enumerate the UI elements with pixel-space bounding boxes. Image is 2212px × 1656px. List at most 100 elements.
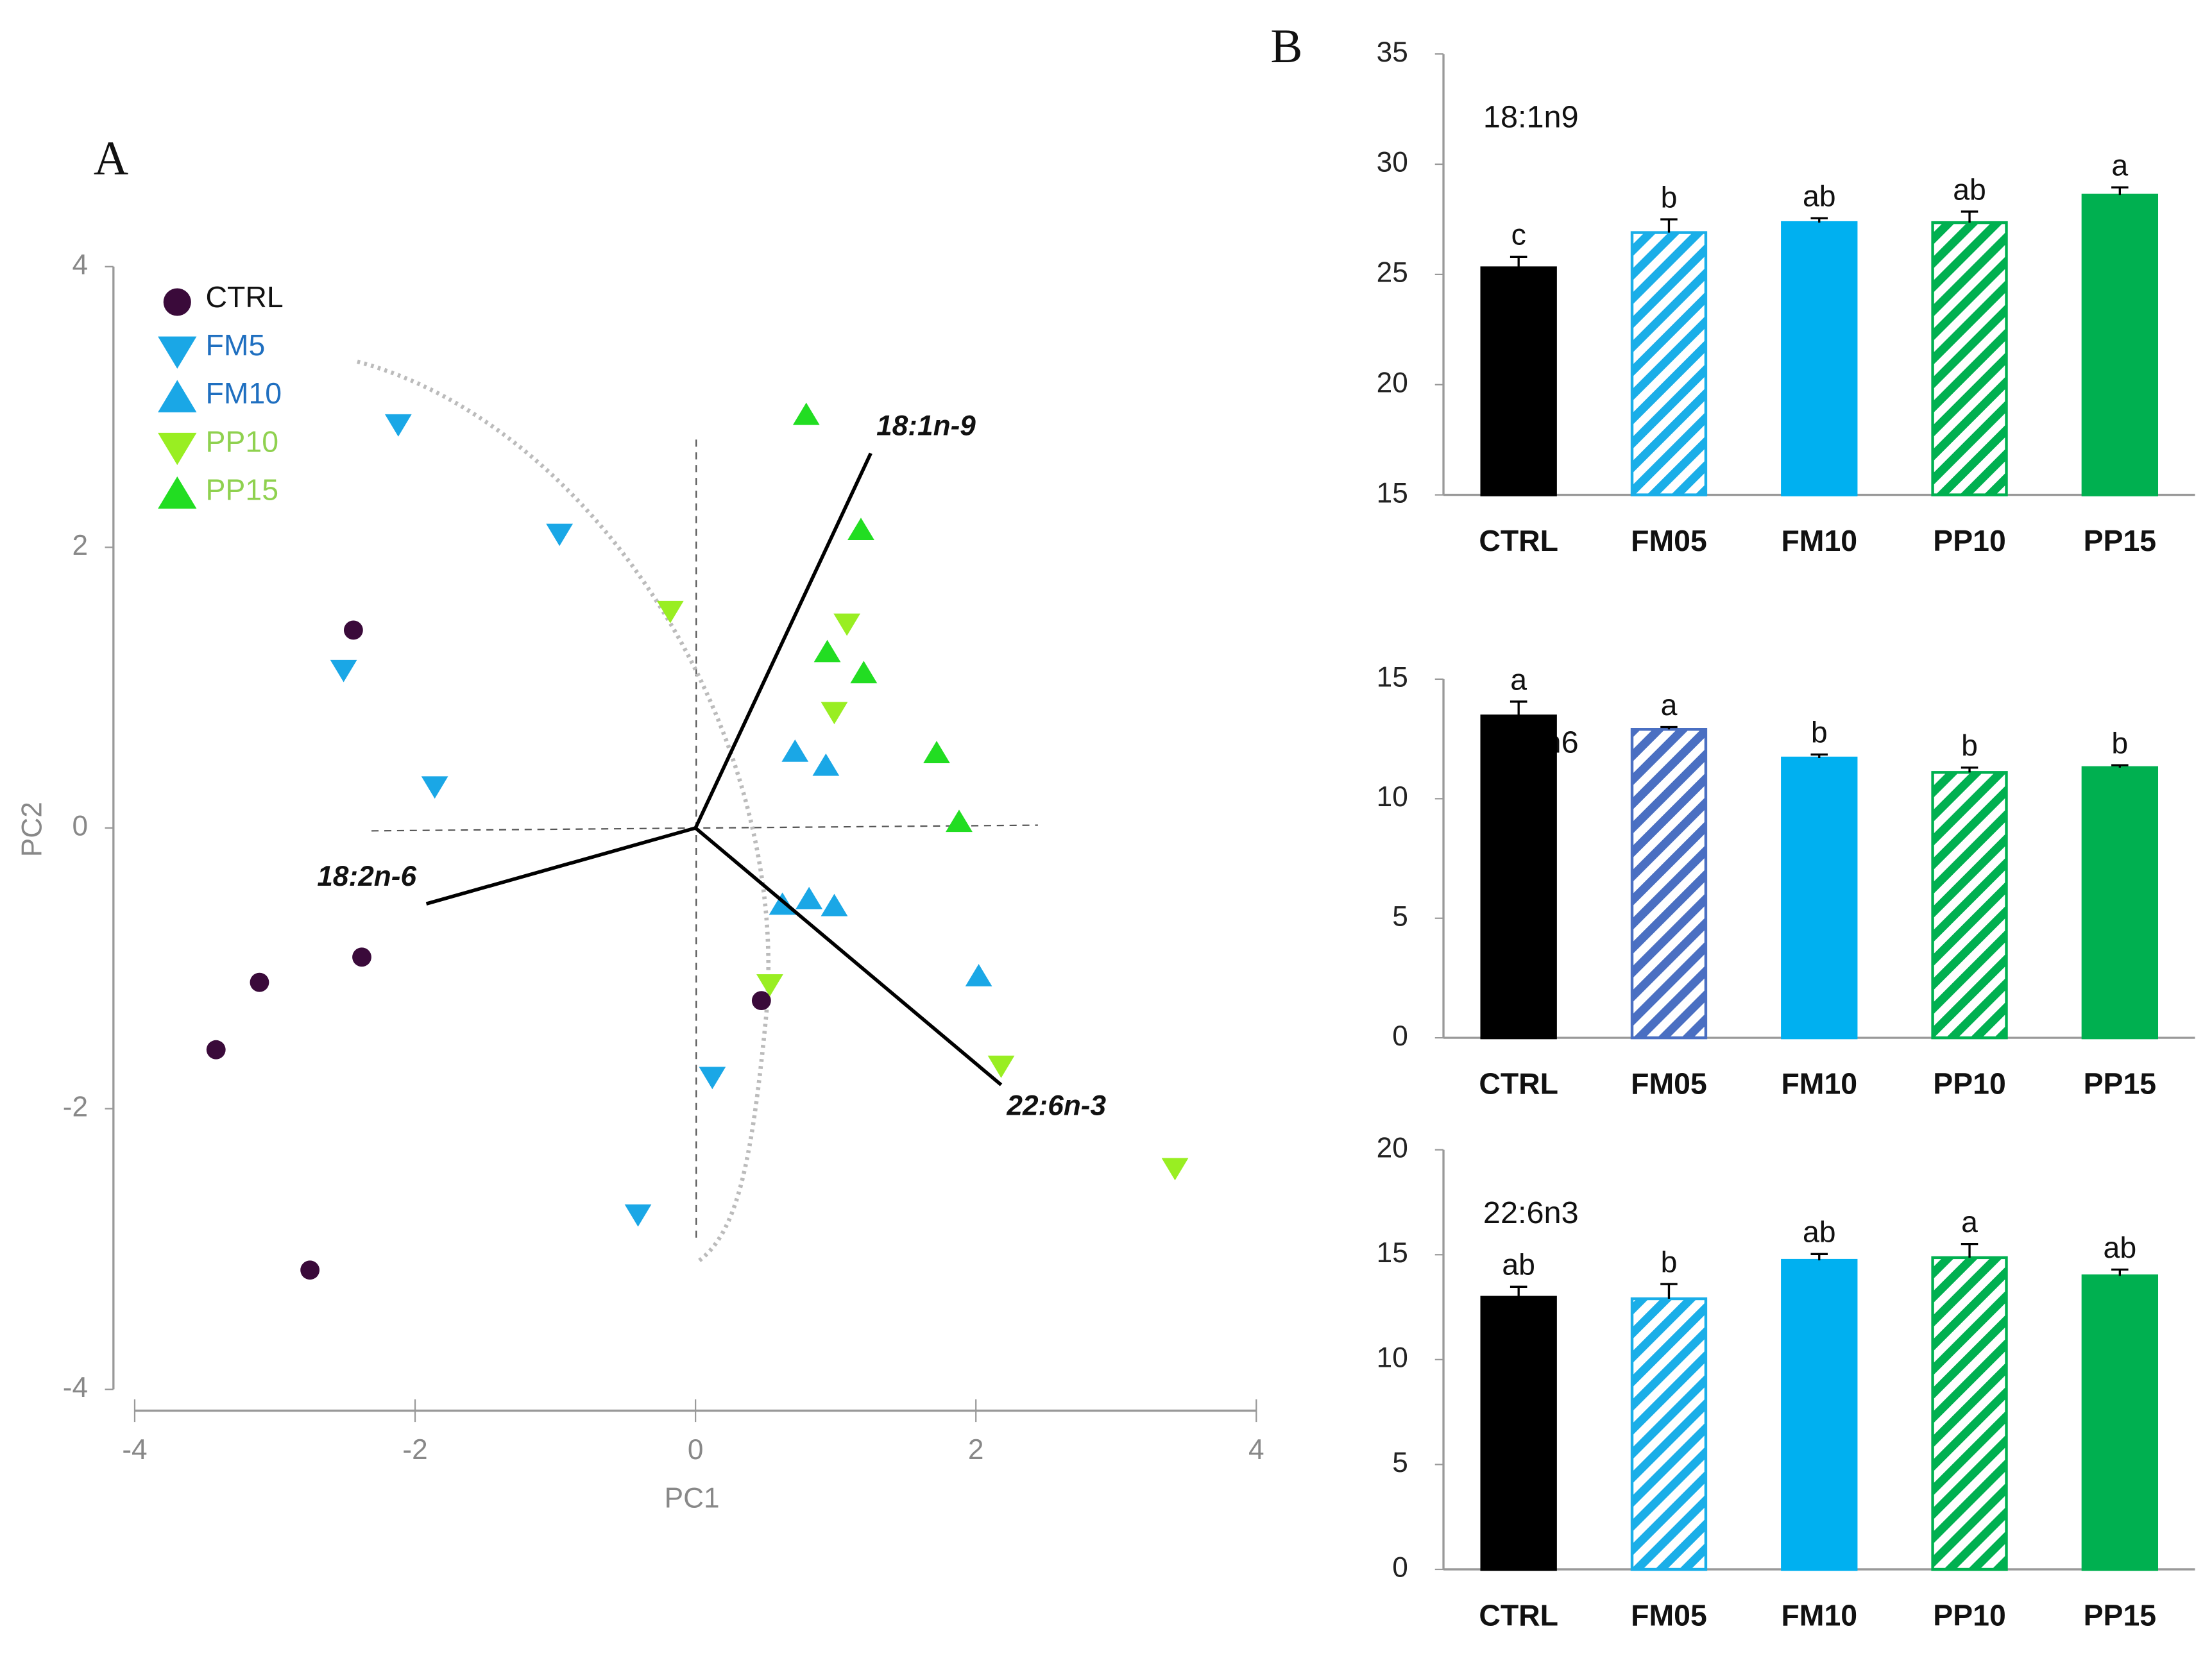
point: [352, 947, 371, 967]
significance-letter: c: [1511, 218, 1526, 251]
bar: [1480, 1296, 1557, 1571]
error-bar: [1660, 1283, 1678, 1299]
panel-title: 18:1n9: [1483, 100, 1579, 135]
loading-vector: [693, 452, 872, 829]
y-tick-label: 30: [1377, 147, 1408, 178]
point: [624, 1204, 652, 1227]
loading-vector: [694, 826, 1003, 1086]
significance-letter: a: [1661, 688, 1678, 722]
significance-letter: ab: [1953, 173, 1986, 206]
bar: [2081, 193, 2159, 496]
point: [781, 739, 809, 762]
point: [946, 809, 973, 832]
loading-label: 22:6n-3: [1006, 1090, 1106, 1121]
y-tick-label: -4: [63, 1372, 88, 1403]
x-tick-label: FM05: [1631, 1598, 1707, 1632]
legend-label: FM5: [205, 328, 265, 362]
point: [821, 893, 848, 917]
error-bar: [1660, 218, 1678, 233]
point: [987, 1055, 1015, 1078]
point: [300, 1260, 320, 1280]
x-tick-label: -4: [122, 1434, 147, 1466]
point: [923, 741, 950, 763]
y-tick-label: 35: [1377, 37, 1408, 68]
point: [206, 1040, 226, 1060]
x-tick-label: PP15: [2084, 1598, 2157, 1632]
bar: [1931, 221, 2008, 496]
x-tick-label: FM10: [1781, 1067, 1857, 1101]
point: [833, 613, 861, 636]
point: [850, 661, 878, 684]
significance-letter: a: [2111, 148, 2128, 182]
y-tick-label: 4: [72, 249, 88, 280]
error-bar: [2111, 186, 2129, 196]
point: [821, 702, 848, 725]
y-tick-label: 15: [1377, 477, 1408, 509]
bar: [1781, 221, 1858, 496]
bar: [2081, 766, 2159, 1040]
error-bar: [1810, 217, 1828, 223]
significance-letter: ab: [1803, 1215, 1836, 1249]
center-hline: [371, 824, 1038, 832]
loading-label: 18:1n-9: [876, 410, 976, 442]
significance-letter: b: [1961, 729, 1978, 762]
y-axis-label: PC2: [17, 802, 48, 857]
point: [812, 753, 840, 776]
bar: [1480, 714, 1557, 1040]
point: [699, 1067, 726, 1090]
significance-letter: b: [1661, 180, 1678, 214]
x-tick-label: 2: [968, 1434, 984, 1466]
point: [792, 402, 820, 425]
y-tick-label: 20: [1377, 1132, 1408, 1163]
point: [343, 620, 363, 640]
error-bar: [2111, 764, 2129, 768]
legend-label: CTRL: [205, 280, 283, 314]
error-bar: [1510, 700, 1527, 716]
error-bar: [2111, 1268, 2129, 1276]
significance-letter: ab: [1502, 1248, 1535, 1281]
x-axis-label: PC1: [665, 1482, 720, 1514]
y-tick-label: 5: [1392, 900, 1408, 932]
error-bar: [1660, 725, 1678, 730]
y-tick-label: 5: [1392, 1447, 1408, 1478]
point: [421, 776, 448, 799]
y-tick-label: 0: [1392, 1552, 1408, 1584]
legend-marker: [158, 476, 197, 509]
legend-label: PP15: [205, 473, 278, 506]
x-tick-label: PP10: [1933, 1067, 2006, 1101]
x-tick-label: 4: [1248, 1434, 1264, 1466]
y-tick-label: -2: [63, 1091, 88, 1122]
x-tick-label: PP10: [1933, 524, 2006, 557]
bar: [1781, 756, 1858, 1040]
point: [1161, 1158, 1189, 1181]
x-tick-label: FM10: [1781, 524, 1857, 557]
bar: [1630, 231, 1708, 496]
loading-label: 18:2n-6: [317, 861, 416, 892]
legend-marker: [158, 336, 197, 369]
x-tick-label: FM05: [1631, 1067, 1707, 1101]
error-bar: [1961, 210, 1978, 223]
error-bar: [1510, 255, 1527, 268]
error-bar: [1810, 1253, 1828, 1261]
bar: [1630, 1297, 1708, 1571]
legend-marker: [163, 288, 191, 316]
error-bar: [1510, 1285, 1527, 1297]
x-tick-label: FM10: [1781, 1598, 1857, 1632]
bar: [1630, 728, 1708, 1040]
panel-label: B: [1270, 20, 1302, 73]
bar: [1781, 1258, 1858, 1571]
legend-marker: [158, 380, 197, 412]
y-tick-label: 20: [1377, 367, 1408, 398]
error-bar: [1961, 766, 1978, 773]
group-boundary: [357, 359, 770, 1264]
point: [965, 964, 992, 986]
panel-label: A: [94, 132, 128, 185]
y-tick-label: 0: [1392, 1020, 1408, 1052]
point: [756, 974, 783, 997]
point: [813, 639, 841, 663]
x-tick-label: 0: [688, 1434, 704, 1466]
point: [330, 659, 357, 682]
significance-letter: b: [2111, 726, 2128, 759]
